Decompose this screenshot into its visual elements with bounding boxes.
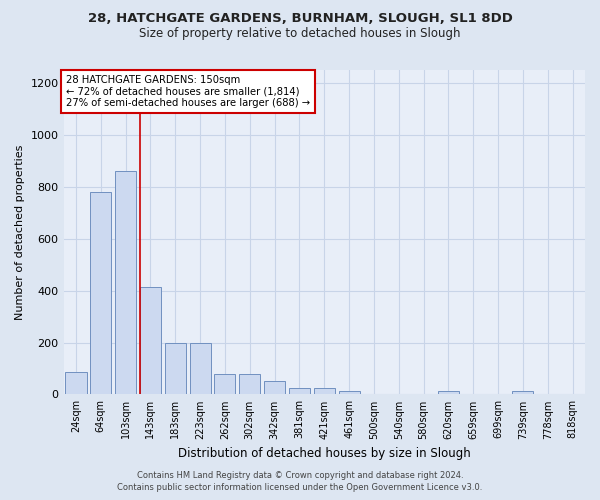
Bar: [338, 392, 359, 394]
Bar: [438, 391, 459, 394]
Bar: [140, 286, 161, 395]
X-axis label: Distribution of detached houses by size in Slough: Distribution of detached houses by size …: [178, 447, 470, 460]
Text: 28, HATCHGATE GARDENS, BURNHAM, SLOUGH, SL1 8DD: 28, HATCHGATE GARDENS, BURNHAM, SLOUGH, …: [88, 12, 512, 26]
Bar: [239, 374, 260, 394]
Bar: [512, 391, 533, 394]
Bar: [115, 171, 136, 394]
Bar: [214, 374, 235, 394]
Bar: [165, 342, 186, 394]
Text: Size of property relative to detached houses in Slough: Size of property relative to detached ho…: [139, 28, 461, 40]
Text: Contains HM Land Registry data © Crown copyright and database right 2024.
Contai: Contains HM Land Registry data © Crown c…: [118, 471, 482, 492]
Bar: [289, 388, 310, 394]
Bar: [90, 192, 112, 394]
Bar: [264, 382, 285, 394]
Y-axis label: Number of detached properties: Number of detached properties: [15, 144, 25, 320]
Bar: [65, 372, 86, 394]
Bar: [190, 342, 211, 394]
Text: 28 HATCHGATE GARDENS: 150sqm
← 72% of detached houses are smaller (1,814)
27% of: 28 HATCHGATE GARDENS: 150sqm ← 72% of de…: [66, 75, 310, 108]
Bar: [314, 388, 335, 394]
